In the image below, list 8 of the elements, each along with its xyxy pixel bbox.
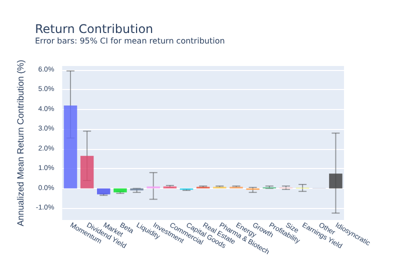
chart-title: Return Contribution bbox=[35, 22, 154, 36]
bar bbox=[80, 156, 94, 188]
bar bbox=[64, 105, 78, 188]
y-axis-title: Annualized Mean Return Contribution (%) bbox=[16, 60, 26, 226]
bar bbox=[97, 188, 110, 194]
bar bbox=[114, 188, 127, 192]
bar bbox=[329, 174, 342, 188]
chart-subtitle: Error bars: 95% CI for mean return contribution bbox=[35, 36, 225, 46]
